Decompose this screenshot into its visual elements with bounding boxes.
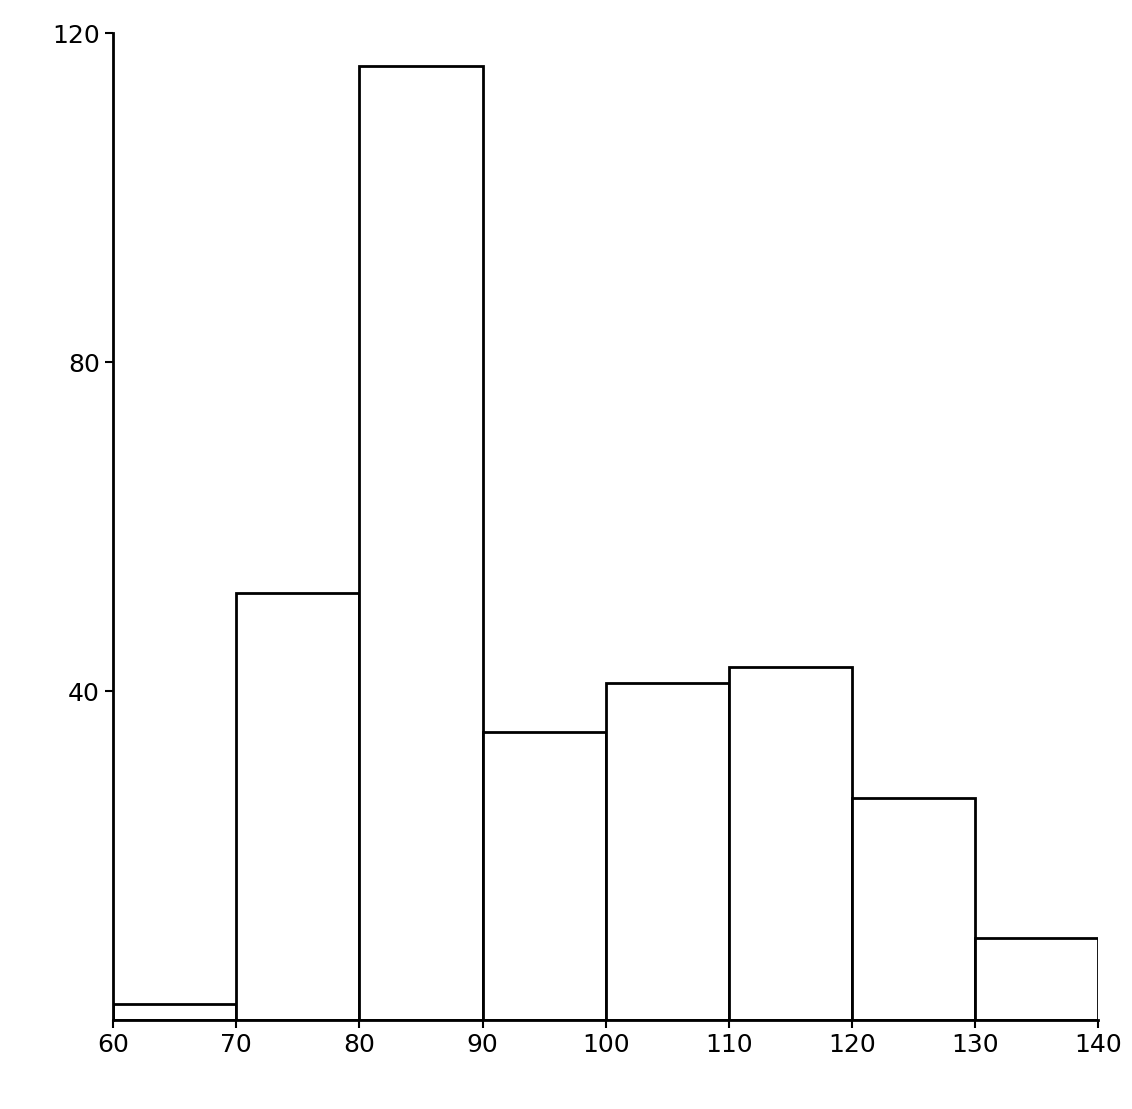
Bar xyxy=(852,798,975,1020)
Bar xyxy=(606,683,729,1020)
Bar xyxy=(360,67,482,1020)
Bar xyxy=(975,938,1098,1020)
Bar xyxy=(729,667,852,1020)
Bar xyxy=(482,732,606,1020)
Bar xyxy=(113,1004,237,1020)
Bar xyxy=(237,592,360,1020)
